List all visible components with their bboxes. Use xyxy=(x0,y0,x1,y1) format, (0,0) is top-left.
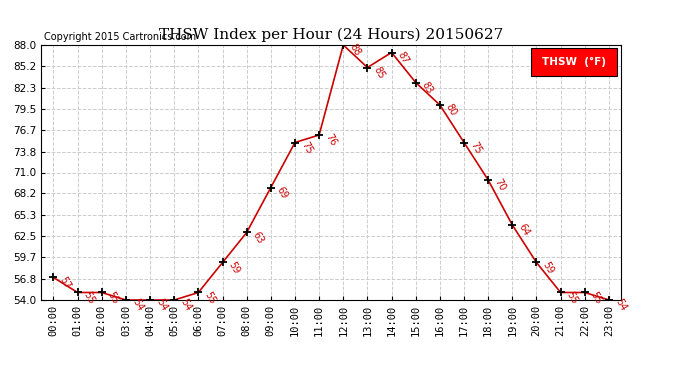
Text: 54: 54 xyxy=(130,297,145,313)
Text: 64: 64 xyxy=(517,222,531,238)
Text: 55: 55 xyxy=(203,290,217,306)
Text: 55: 55 xyxy=(565,290,580,306)
Text: 55: 55 xyxy=(82,290,97,306)
Title: THSW Index per Hour (24 Hours) 20150627: THSW Index per Hour (24 Hours) 20150627 xyxy=(159,28,503,42)
Text: 63: 63 xyxy=(251,230,266,245)
Text: Copyright 2015 Cartronics.com: Copyright 2015 Cartronics.com xyxy=(44,33,197,42)
FancyBboxPatch shape xyxy=(531,48,617,76)
Text: 75: 75 xyxy=(469,140,483,156)
Text: 54: 54 xyxy=(179,297,193,313)
Text: 76: 76 xyxy=(324,132,338,148)
Text: 87: 87 xyxy=(396,50,411,66)
Text: 80: 80 xyxy=(444,102,459,118)
Text: 59: 59 xyxy=(541,260,555,276)
Text: 88: 88 xyxy=(348,42,362,58)
Text: THSW  (°F): THSW (°F) xyxy=(542,57,606,67)
Text: 85: 85 xyxy=(372,65,386,81)
Text: 57: 57 xyxy=(58,275,72,291)
Text: 54: 54 xyxy=(613,297,628,313)
Text: 83: 83 xyxy=(420,80,435,95)
Text: 75: 75 xyxy=(299,140,314,156)
Text: 55: 55 xyxy=(106,290,121,306)
Text: 55: 55 xyxy=(589,290,604,306)
Text: 54: 54 xyxy=(155,297,169,313)
Text: 59: 59 xyxy=(227,260,242,276)
Text: 70: 70 xyxy=(493,177,507,193)
Text: 69: 69 xyxy=(275,185,290,200)
